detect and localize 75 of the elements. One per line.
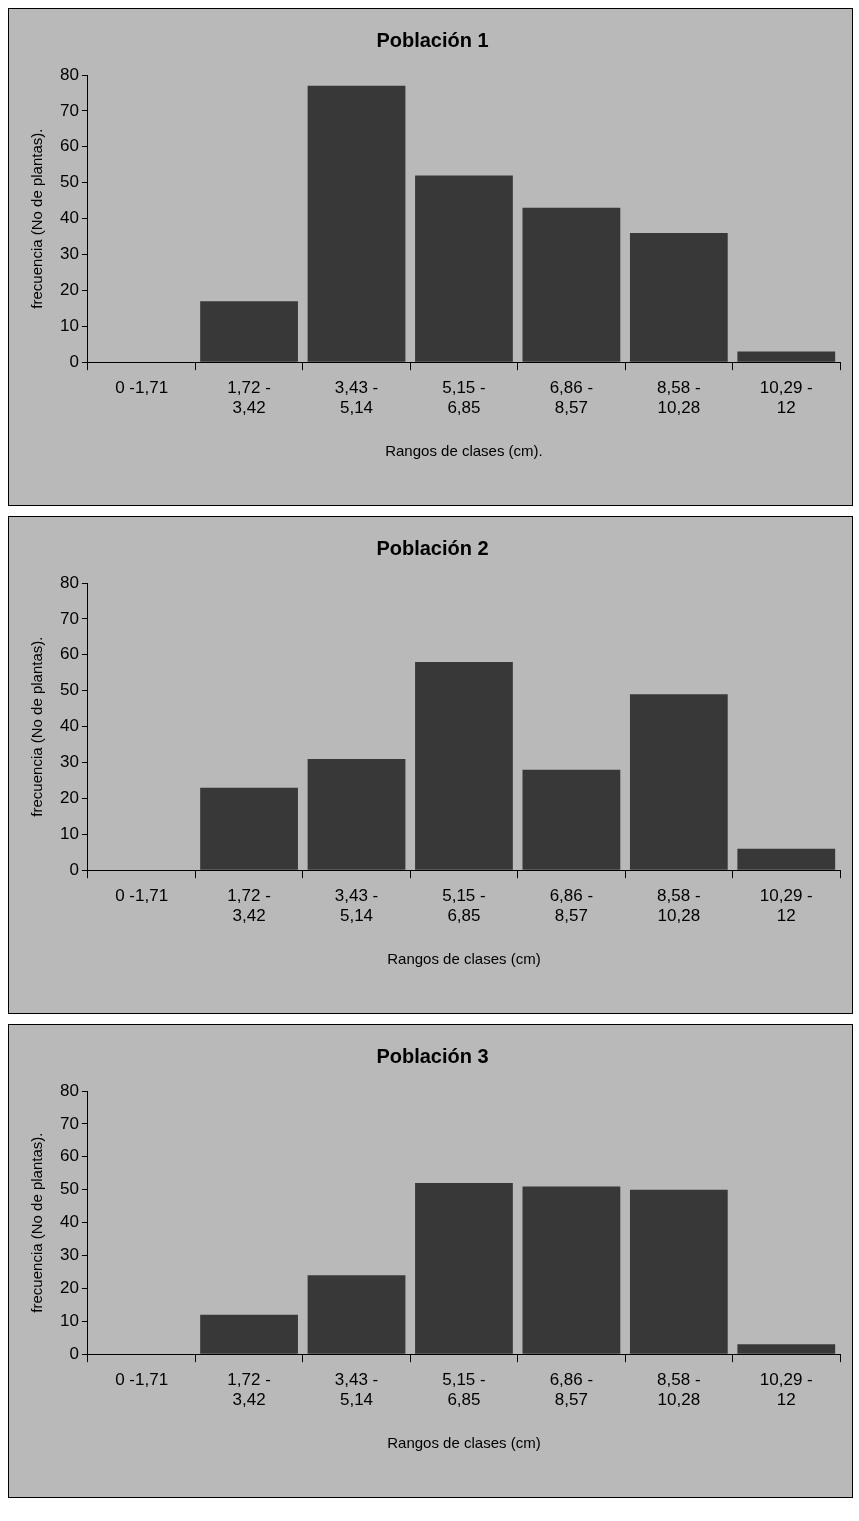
y-tick-label: 70 xyxy=(59,608,79,628)
bar xyxy=(737,351,836,362)
x-tick-label: 6,86 - 8,57 xyxy=(549,378,594,418)
y-tick-label: 60 xyxy=(59,1146,79,1166)
x-tick-label: 8,58 - 10,28 xyxy=(657,378,701,418)
y-tick-label: 80 xyxy=(59,1080,79,1100)
bar xyxy=(629,232,728,362)
chart-title: Población 2 xyxy=(376,536,489,559)
y-tick-label: 20 xyxy=(59,280,79,300)
bar xyxy=(629,1189,728,1354)
y-tick-label: 80 xyxy=(59,572,79,592)
chart-title: Población 3 xyxy=(376,1044,489,1067)
bar xyxy=(737,1344,836,1354)
x-tick-label: 0 -1,71 xyxy=(115,1370,169,1390)
y-axis-title: frecuencia (No de plantas). xyxy=(28,636,46,817)
x-tick-label: 10,29 - 12 xyxy=(759,886,813,926)
y-tick-label: 60 xyxy=(59,136,79,156)
y-tick-label: 30 xyxy=(59,1245,79,1265)
x-axis-title: Rangos de clases (cm). xyxy=(385,442,543,460)
y-tick-label: 0 xyxy=(69,1343,79,1363)
bar xyxy=(415,1183,513,1354)
y-tick-label: 60 xyxy=(59,644,79,664)
y-tick-label: 40 xyxy=(59,716,79,736)
bar xyxy=(307,758,406,870)
y-tick-label: 80 xyxy=(59,64,79,84)
x-tick-label: 1,72 - 3,42 xyxy=(227,886,271,926)
bar xyxy=(415,661,513,870)
y-tick-label: 50 xyxy=(59,680,79,700)
x-tick-label: 5,15 - 6,85 xyxy=(442,378,486,418)
x-tick-label: 3,43 - 5,14 xyxy=(334,886,379,926)
bar xyxy=(522,207,621,362)
y-tick-label: 20 xyxy=(59,1278,79,1298)
x-tick-label: 3,43 - 5,14 xyxy=(334,1370,379,1410)
y-tick-label: 40 xyxy=(59,208,79,228)
bar xyxy=(307,85,406,362)
y-tick-label: 0 xyxy=(69,351,79,371)
y-tick-label: 20 xyxy=(59,788,79,808)
x-tick-label: 6,86 - 8,57 xyxy=(549,886,594,926)
x-tick-label: 0 -1,71 xyxy=(115,378,169,398)
bar xyxy=(415,175,513,362)
y-tick-label: 50 xyxy=(59,172,79,192)
y-tick-label: 70 xyxy=(59,100,79,120)
x-tick-label: 5,15 - 6,85 xyxy=(442,886,486,926)
x-tick-label: 8,58 - 10,28 xyxy=(657,886,701,926)
bar xyxy=(522,769,621,870)
bar xyxy=(200,301,298,362)
bar xyxy=(307,1275,406,1354)
bar xyxy=(522,1186,621,1354)
y-tick-label: 30 xyxy=(59,752,79,772)
x-tick-label: 6,86 - 8,57 xyxy=(549,1370,594,1410)
x-axis-title: Rangos de clases (cm) xyxy=(387,950,541,968)
x-tick-label: 3,43 - 5,14 xyxy=(334,378,379,418)
x-tick-label: 0 -1,71 xyxy=(115,886,169,906)
bar xyxy=(200,1314,298,1354)
bar xyxy=(629,694,728,870)
y-tick-label: 10 xyxy=(59,315,79,335)
x-tick-label: 8,58 - 10,28 xyxy=(657,1370,701,1410)
y-tick-label: 50 xyxy=(59,1179,79,1199)
y-tick-label: 30 xyxy=(59,244,79,264)
x-tick-label: 10,29 - 12 xyxy=(759,1370,813,1410)
y-axis-title: frecuencia (No de plantas). xyxy=(28,1132,46,1313)
bar xyxy=(737,848,836,870)
x-tick-label: 5,15 - 6,85 xyxy=(442,1370,486,1410)
y-tick-label: 10 xyxy=(59,1310,79,1330)
x-tick-label: 1,72 - 3,42 xyxy=(227,1370,271,1410)
x-axis-title: Rangos de clases (cm) xyxy=(387,1434,541,1452)
y-axis-title: frecuencia (No de plantas). xyxy=(28,128,46,309)
x-tick-label: 10,29 - 12 xyxy=(759,378,813,418)
y-tick-label: 40 xyxy=(59,1212,79,1232)
y-tick-label: 10 xyxy=(59,823,79,843)
bar xyxy=(200,787,298,870)
y-tick-label: 0 xyxy=(69,859,79,879)
y-tick-label: 70 xyxy=(59,1113,79,1133)
x-tick-label: 1,72 - 3,42 xyxy=(227,378,271,418)
chart-title: Población 1 xyxy=(376,28,489,51)
